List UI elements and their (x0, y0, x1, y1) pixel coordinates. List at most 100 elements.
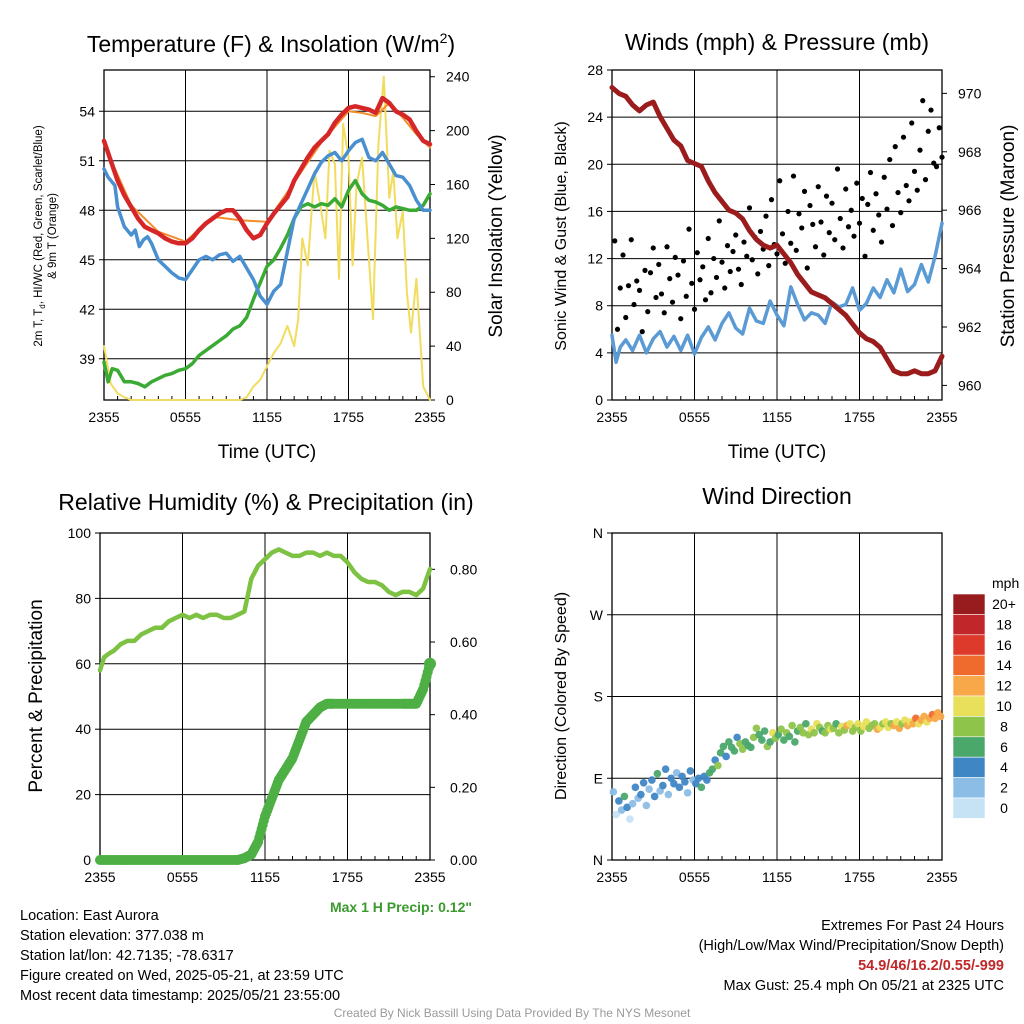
gust-point (672, 254, 678, 260)
gust-point (793, 247, 799, 253)
gust-point (821, 252, 827, 258)
rh-x-tick-label: 2355 (414, 869, 445, 885)
gust-point (620, 252, 626, 258)
gust-point (631, 301, 637, 308)
rh-right-tick-label: 0.80 (450, 561, 477, 577)
extremes-info: Extremes For Past 24 Hours (High/Low/Max… (699, 916, 1004, 996)
gust-point (628, 237, 634, 243)
direction-point (936, 712, 945, 721)
temp-y-tick-label: 39 (79, 351, 95, 367)
direction-point (648, 776, 656, 784)
gust-point (719, 259, 725, 265)
temp-right-tick-label: 40 (446, 338, 462, 354)
direction-point (716, 749, 725, 757)
gust-point (788, 240, 794, 246)
direction-point (821, 729, 829, 737)
direction-point (862, 718, 871, 726)
direction-point (697, 783, 706, 792)
gust-point (807, 202, 813, 209)
dir-x-tick-label: 1155 (762, 869, 792, 885)
gust-point (898, 210, 904, 216)
dir-y-tick-label: N (593, 852, 603, 868)
max-precip-note: Max 1 H Precip: 0.12" (330, 899, 472, 915)
gust-point (625, 283, 632, 289)
gust-point (925, 128, 931, 134)
direction-point (810, 729, 818, 737)
temp-y-tick-label: 42 (79, 301, 95, 317)
gust-point (812, 244, 819, 250)
direction-point (846, 719, 854, 728)
direction-point (628, 799, 637, 808)
direction-point (785, 732, 794, 741)
dir-x-tick-label: 2355 (926, 869, 957, 885)
legend-label: 10 (996, 698, 1012, 714)
station-info: Location: East Aurora Station elevation:… (20, 906, 344, 1006)
rh-y-tick-label: 100 (68, 525, 92, 541)
gust-point (870, 227, 876, 233)
direction-point (661, 765, 670, 773)
gust-point (711, 255, 717, 262)
rh-right-tick-label: 0.20 (450, 779, 477, 795)
temp-y-label: 2m T, Td, HI/WC (Red, Green, Scarlet/Blu… (33, 125, 47, 346)
rh-frame (99, 532, 431, 861)
gust-point (859, 195, 865, 202)
gust-point (724, 243, 731, 249)
gust-point (917, 147, 923, 153)
gust-point (815, 184, 821, 190)
gust-point (642, 267, 648, 273)
dir-x-tick-label: 0555 (679, 869, 710, 885)
temp-series-windchill (102, 137, 432, 307)
gust-point (933, 164, 940, 170)
gust-point (686, 226, 692, 232)
gust-point (702, 297, 709, 303)
temp-right-tick-label: 240 (446, 69, 470, 85)
legend-swatch (952, 797, 986, 819)
wind-x-tick-label: 0555 (679, 409, 710, 425)
gust-point (840, 245, 846, 251)
gust-point (700, 264, 706, 270)
gust-point (911, 168, 918, 174)
direction-point (650, 792, 659, 801)
gust-point (837, 215, 843, 222)
gust-point (680, 258, 687, 264)
wind-right-tick-label: 966 (958, 202, 982, 218)
rh-right-tick-label: 0.00 (450, 852, 477, 868)
gust-point (716, 218, 722, 224)
direction-point (777, 725, 785, 733)
direction-point (664, 790, 673, 799)
direction-point (738, 745, 747, 753)
gust-point (708, 290, 714, 296)
temp-x-tick-label: 1155 (252, 409, 282, 425)
direction-point (672, 769, 681, 777)
direction-point (637, 790, 645, 799)
gust-point (928, 107, 934, 113)
temp-y-tick-label: 54 (79, 103, 95, 119)
gust-point (909, 120, 915, 126)
direction-point (788, 721, 796, 730)
gust-point (826, 230, 832, 236)
dir-y-tick-label: W (590, 607, 604, 623)
rh-x-tick-label: 0555 (167, 869, 198, 885)
wind-title: Winds (mph) & Pressure (mb) (625, 29, 929, 55)
direction-point (730, 747, 739, 755)
temp-frame (103, 69, 431, 401)
rh-title: Relative Humidity (%) & Precipitation (i… (58, 489, 473, 515)
direction-point (645, 785, 653, 793)
wind-series-sonic (610, 221, 944, 365)
legend-label: 20+ (992, 596, 1016, 612)
gust-point (777, 178, 783, 184)
gust-point (705, 235, 711, 242)
legend-label: 2 (1000, 780, 1008, 796)
temp-x-tick-label: 2355 (88, 409, 119, 425)
gust-point (782, 260, 788, 266)
dir-title: Wind Direction (702, 483, 852, 509)
gust-point (612, 238, 618, 244)
gust-point (617, 285, 623, 291)
temp-x-tick-label: 1755 (333, 409, 364, 425)
gust-point (878, 239, 885, 245)
gust-point (887, 156, 893, 163)
gust-point (744, 253, 750, 259)
gust-point (645, 309, 651, 315)
temp-series-insolation (103, 75, 431, 401)
